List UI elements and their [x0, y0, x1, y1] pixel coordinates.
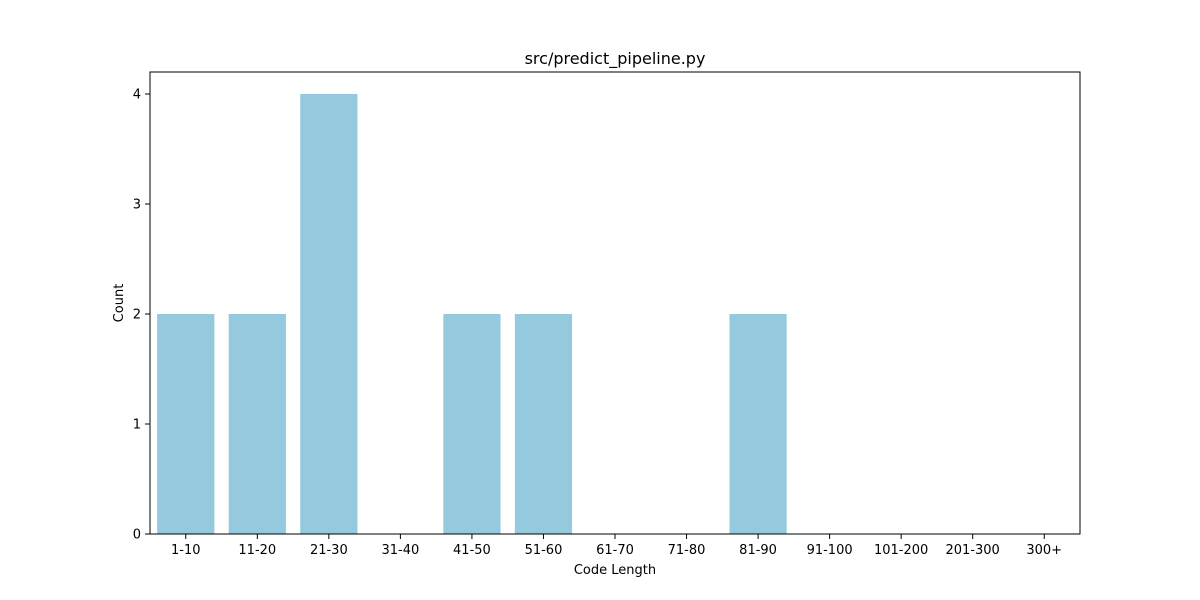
x-tick-label: 300+ [1026, 543, 1062, 558]
bar-1-10 [157, 314, 214, 534]
y-tick-label: 3 [133, 198, 141, 213]
y-tick-label: 0 [133, 528, 141, 543]
bar-11-20 [229, 314, 286, 534]
x-tick-label: 31-40 [381, 543, 419, 558]
x-axis-label: Code Length [574, 563, 656, 578]
x-tick-label: 1-10 [171, 543, 201, 558]
bar-81-90 [729, 314, 786, 534]
bars-group [157, 94, 787, 534]
bar-21-30 [300, 94, 357, 534]
y-axis-ticks: 0 1 2 3 4 [133, 88, 150, 543]
y-tick-label: 4 [133, 88, 141, 103]
x-tick-label: 21-30 [310, 543, 348, 558]
y-axis-label: Count [112, 284, 127, 323]
x-tick-label: 51-60 [525, 543, 563, 558]
x-tick-label: 101-200 [874, 543, 928, 558]
x-tick-label: 11-20 [238, 543, 276, 558]
y-tick-label: 1 [133, 418, 141, 433]
plot-frame [150, 72, 1080, 534]
x-axis-ticks: 1-10 11-20 21-30 31-40 41-50 51-60 61-70 71-80 8… [171, 534, 1062, 558]
x-tick-label: 81-90 [739, 543, 777, 558]
bar-51-60 [515, 314, 572, 534]
x-tick-label: 201-300 [946, 543, 1000, 558]
x-tick-label: 41-50 [453, 543, 491, 558]
chart-title: src/predict_pipeline.py [525, 49, 706, 69]
x-tick-label: 61-70 [596, 543, 634, 558]
bar-41-50 [443, 314, 500, 534]
x-tick-label: 71-80 [668, 543, 706, 558]
y-tick-label: 2 [133, 308, 141, 323]
x-tick-label: 91-100 [807, 543, 853, 558]
